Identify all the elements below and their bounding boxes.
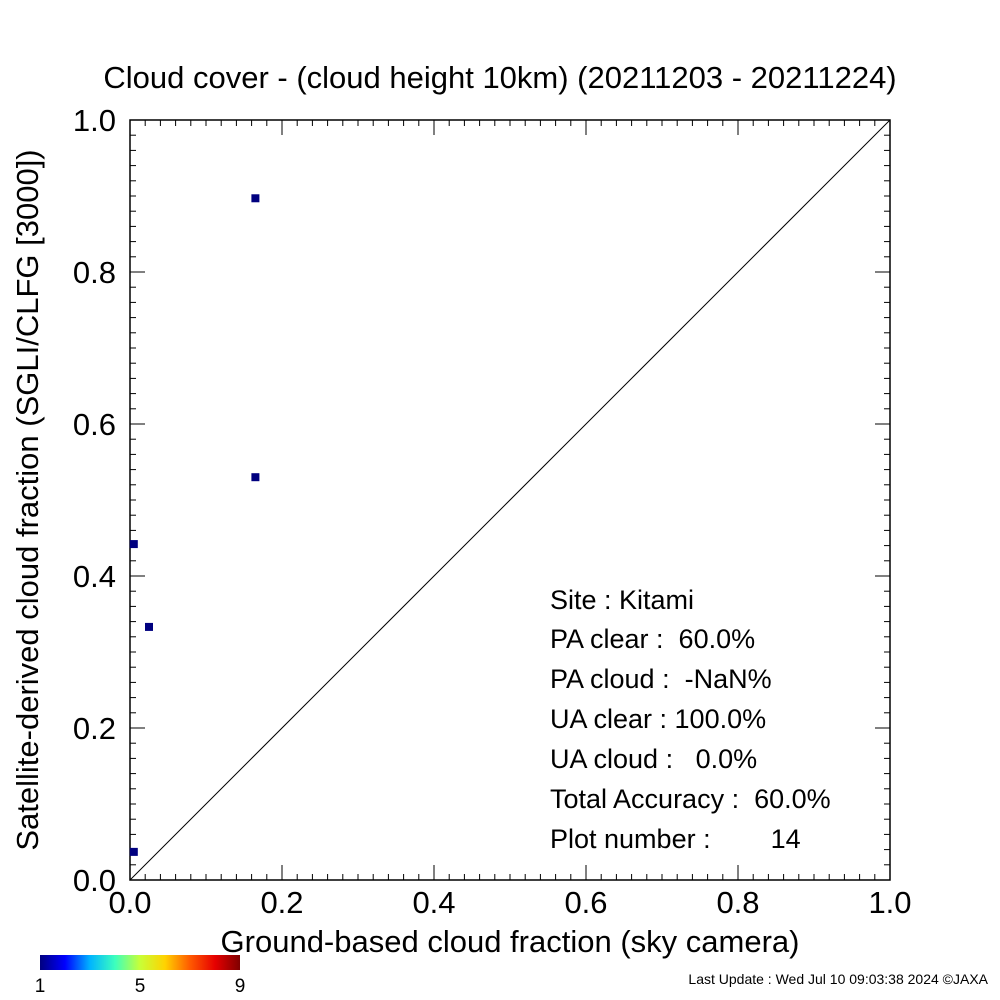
colorbar: 1 5 9 bbox=[35, 955, 246, 997]
data-point bbox=[251, 473, 260, 482]
x-tick-label: 0.0 bbox=[108, 885, 151, 920]
colorbar-gradient bbox=[40, 955, 240, 970]
data-point bbox=[251, 194, 260, 203]
y-tick-label: 1.0 bbox=[73, 103, 116, 138]
colorbar-tick-labels: 1 5 9 bbox=[35, 976, 246, 997]
colorbar-tick-label: 5 bbox=[135, 976, 146, 997]
stat-site: Site : Kitami bbox=[550, 585, 694, 615]
stats-panel: Site : Kitami PA clear : 60.0% PA cloud … bbox=[550, 585, 831, 854]
y-tick-label: 0.4 bbox=[73, 559, 116, 594]
stat-total-accuracy: Total Accuracy : 60.0% bbox=[550, 784, 831, 814]
data-point bbox=[145, 622, 153, 631]
axis-ticks bbox=[129, 119, 891, 881]
data-points bbox=[129, 194, 260, 856]
x-tick-label: 1.0 bbox=[868, 885, 911, 920]
colorbar-tick-label: 9 bbox=[235, 976, 246, 997]
stat-ua-clear: UA clear : 100.0% bbox=[550, 704, 766, 734]
y-tick-label: 0.8 bbox=[73, 255, 116, 290]
y-axis-label: Satellite-derived cloud fraction (SGLI/C… bbox=[10, 149, 45, 850]
x-tick-labels: 0.0 0.2 0.4 0.6 0.8 1.0 bbox=[108, 885, 911, 920]
plot-area bbox=[129, 119, 891, 881]
chart-title: Cloud cover - (cloud height 10km) (20211… bbox=[103, 60, 896, 95]
stat-pa-cloud: PA cloud : -NaN% bbox=[550, 664, 772, 694]
y-tick-labels: 0.0 0.2 0.4 0.6 0.8 1.0 bbox=[73, 103, 116, 898]
stat-ua-cloud: UA cloud : 0.0% bbox=[550, 744, 757, 774]
colorbar-tick-label: 1 bbox=[35, 976, 46, 997]
stat-plot-number: Plot number : 14 bbox=[550, 824, 801, 854]
x-tick-label: 0.6 bbox=[564, 885, 607, 920]
stat-pa-clear: PA clear : 60.0% bbox=[550, 624, 755, 654]
y-tick-label: 0.0 bbox=[73, 863, 116, 898]
data-point bbox=[129, 540, 138, 549]
x-axis-label: Ground-based cloud fraction (sky camera) bbox=[221, 924, 800, 959]
y-tick-label: 0.2 bbox=[73, 711, 116, 746]
x-tick-label: 0.2 bbox=[260, 885, 303, 920]
one-to-one-line bbox=[129, 119, 891, 881]
x-tick-label: 0.4 bbox=[412, 885, 455, 920]
y-tick-label: 0.6 bbox=[73, 407, 116, 442]
last-update-text: Last Update : Wed Jul 10 09:03:38 2024 ©… bbox=[688, 971, 988, 987]
x-tick-label: 0.8 bbox=[716, 885, 759, 920]
data-point bbox=[129, 847, 138, 856]
